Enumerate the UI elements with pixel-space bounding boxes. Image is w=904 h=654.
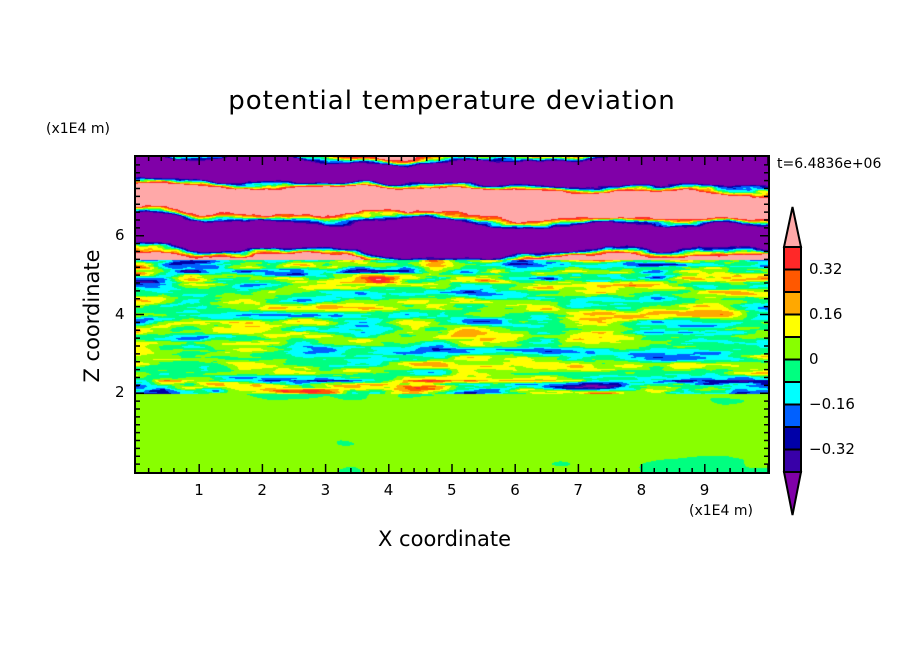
colorbar-label: −0.32 (809, 439, 855, 458)
y-tick-label: 4 (115, 304, 125, 323)
colorbar-swatch (783, 426, 802, 451)
time-label: t=6.4836e+06 (777, 156, 882, 172)
x-tick-label: 3 (320, 481, 331, 499)
contour-field (136, 157, 768, 472)
x-tick-label: 7 (573, 481, 583, 499)
colorbar-swatch (783, 358, 802, 383)
x-tick-label: 8 (636, 481, 647, 499)
colorbar-label: 0.16 (809, 304, 843, 323)
y-tick-label: 6 (115, 225, 125, 244)
y-unit-label: (x1E4 m) (46, 121, 110, 137)
colorbar-swatch (783, 291, 802, 316)
colorbar-swatch (783, 313, 802, 338)
x-axis-label: X coordinate (378, 527, 512, 551)
colorbar-swatch (783, 381, 802, 406)
colorbar-label: 0 (809, 349, 819, 368)
plot-frame (134, 155, 770, 474)
chart-title: potential temperature deviation (228, 86, 676, 116)
x-tick-label: 9 (699, 481, 710, 499)
colorbar-swatch (783, 268, 802, 293)
x-tick-label: 5 (447, 481, 457, 499)
colorbar-swatch (783, 448, 802, 473)
x-unit-label: (x1E4 m) (689, 503, 753, 519)
y-tick-label: 2 (115, 383, 125, 402)
colorbar-label: −0.16 (809, 394, 855, 413)
colorbar-swatch (783, 246, 802, 271)
colorbar-bottom-extension (782, 471, 803, 516)
colorbar-swatch (783, 403, 802, 428)
x-tick-label: 6 (510, 481, 520, 499)
x-tick-label: 2 (257, 481, 267, 499)
colorbar-top-extension (782, 206, 803, 248)
colorbar-swatch (783, 336, 802, 361)
colorbar-label: 0.32 (809, 259, 843, 278)
x-tick-label: 1 (194, 481, 204, 499)
x-tick-label: 4 (383, 481, 394, 499)
